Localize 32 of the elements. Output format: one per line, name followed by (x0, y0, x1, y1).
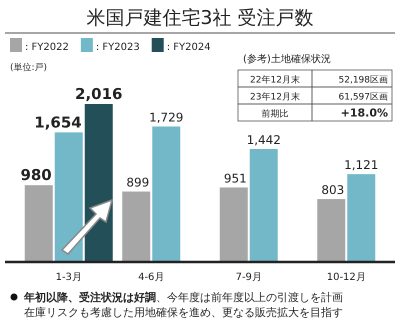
legend-label: : FY2024 (166, 42, 211, 53)
data-label: 951 (224, 171, 247, 186)
text: 年初以降、受注状況は好調 (23, 291, 156, 304)
table: 22年12月末 52,198区画 23年12月末 61,597区画 前期比 +18.0% (238, 70, 392, 122)
legend-label: : FY2022 (25, 42, 69, 53)
data-label: 2,016 (75, 85, 122, 103)
bar (220, 187, 248, 262)
bar (347, 174, 376, 262)
data-label: 1,729 (149, 110, 184, 124)
x-tick-label: 4-6月 (138, 272, 164, 283)
data-label: 1,654 (34, 113, 82, 132)
x-tick-label: 10-12月 (326, 272, 366, 283)
text: 、今年度は前年度以上の引渡しを計画 (156, 291, 343, 304)
text: (参考)土地確保状況 (243, 53, 331, 65)
legend-label: : FY2023 (96, 42, 140, 53)
bar (24, 185, 53, 262)
data-label: 803 (321, 183, 344, 198)
data-label: 980 (20, 166, 52, 184)
data-label: 1,121 (344, 158, 378, 172)
annotation: +18.0% (340, 106, 388, 120)
text: (単位:戸) (10, 62, 48, 73)
data-label: 1,442 (246, 132, 281, 147)
chart-title: 米国戸建住宅3社 受注戸数 (86, 7, 314, 29)
bar (122, 192, 150, 262)
bar (152, 126, 180, 262)
text: 在庫リスクも考慮した用地確保を進め、更なる販売拡大を目指す (24, 306, 343, 319)
data-label: 899 (126, 176, 150, 190)
x-tick-label: 1-3月 (56, 272, 82, 283)
bar (250, 148, 278, 262)
annotation: 前期比 (262, 108, 288, 120)
bar (317, 199, 346, 262)
x-tick-label: 7-9月 (236, 272, 262, 283)
